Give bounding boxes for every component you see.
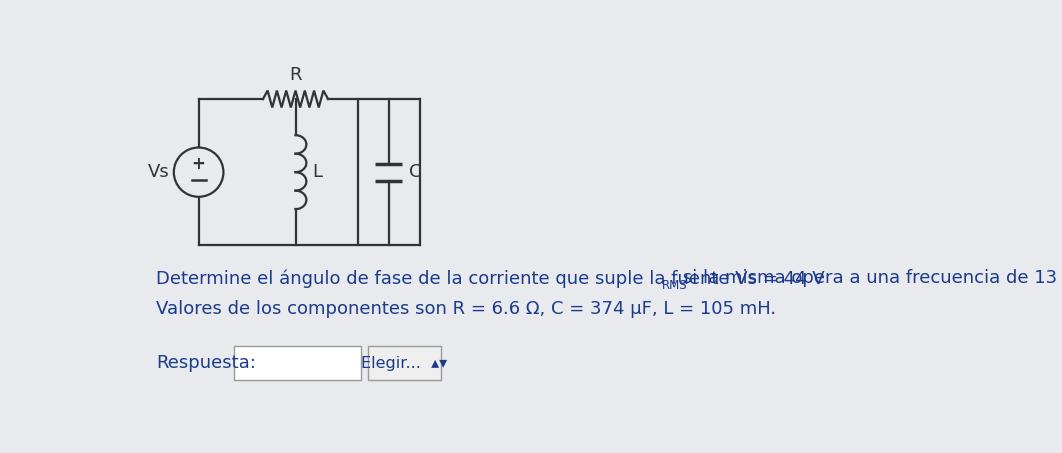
FancyBboxPatch shape — [367, 346, 441, 380]
FancyBboxPatch shape — [234, 346, 361, 380]
Text: Elegir...  ▴▾: Elegir... ▴▾ — [361, 356, 447, 371]
Text: L: L — [312, 163, 323, 181]
Text: C: C — [409, 163, 422, 181]
Text: +: + — [191, 155, 206, 173]
Text: si la misma opera a una frecuencia de 13 Hz.: si la misma opera a una frecuencia de 13… — [678, 270, 1062, 288]
Text: Determine el ángulo de fase de la corriente que suple la fuente Vs = 44 V: Determine el ángulo de fase de la corrie… — [156, 269, 824, 288]
Text: Vs: Vs — [148, 163, 169, 181]
Text: Respuesta:: Respuesta: — [156, 354, 256, 372]
Text: R: R — [289, 66, 302, 84]
Text: RMS: RMS — [663, 279, 688, 292]
Text: Valores de los componentes son R = 6.6 Ω, C = 374 μF, L = 105 mH.: Valores de los componentes son R = 6.6 Ω… — [156, 300, 776, 318]
